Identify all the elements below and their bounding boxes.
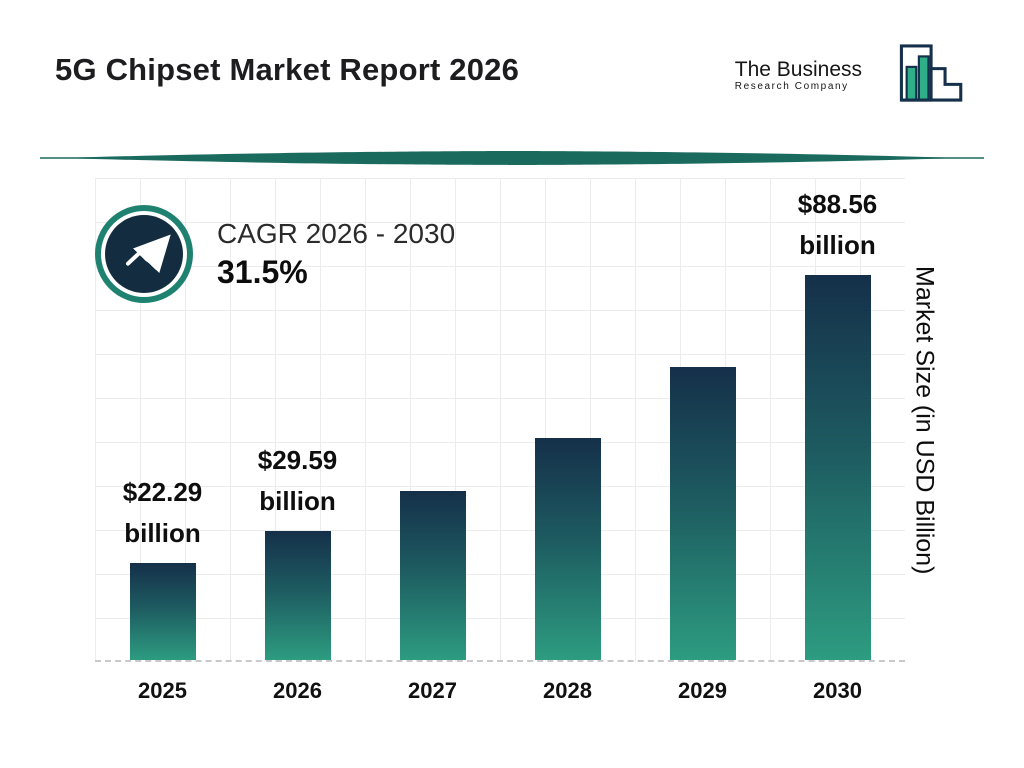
- x-axis-labels: 2025 2026 2027 2028 2029 2030: [95, 678, 905, 704]
- bar-column-2026: $29.59 billion: [230, 440, 365, 660]
- bar-2029: [669, 367, 736, 660]
- bar-column-2029: [635, 367, 770, 660]
- bar-columns: $22.29 billion $29.59 billion $88.56 billion: [95, 178, 905, 660]
- company-logo: The Business Research Company: [735, 40, 966, 111]
- bar-value-label-2026: $29.59 billion: [257, 445, 338, 516]
- bar-column-2030: $88.56 billion: [770, 184, 905, 660]
- x-tick-label-2027: 2027: [408, 678, 457, 703]
- x-tick-label-2026: 2026: [273, 678, 322, 703]
- bar-column-2027: [365, 491, 500, 660]
- logo-name: The Business: [734, 57, 862, 81]
- bar-2026: [264, 531, 331, 660]
- bar-value-label-2030: $88.56 billion: [797, 189, 878, 260]
- cagr-range-label: CAGR 2026 - 2030: [217, 217, 456, 249]
- cagr-text: CAGR 2026 - 2030 31.5%: [217, 218, 455, 291]
- x-tick-label-2029: 2029: [678, 678, 727, 703]
- x-tick-label-2028: 2028: [543, 678, 592, 703]
- cagr-value: 31.5%: [217, 253, 308, 290]
- bar-column-2028: [500, 438, 635, 660]
- bar-2027: [399, 491, 466, 660]
- cagr-badge: CAGR 2026 - 2030 31.5%: [95, 205, 455, 303]
- bar-2028: [534, 438, 601, 660]
- bar-2025: [129, 563, 196, 660]
- bar-2030: [804, 275, 871, 660]
- bar-value-label-2025: $22.29 billion: [122, 477, 203, 548]
- cagr-circle: [95, 205, 193, 303]
- logo-subname: Research Company: [734, 81, 849, 93]
- logo-text: The Business Research Company: [734, 57, 862, 93]
- bar-column-2025: $22.29 billion: [95, 472, 230, 660]
- x-tick-label-2030: 2030: [813, 678, 862, 703]
- logo-bars-icon: [870, 40, 966, 111]
- lens-divider: [40, 150, 984, 166]
- chart-plot-area: $22.29 billion $29.59 billion $88.56 billion: [95, 178, 905, 662]
- trend-arrow-icon: [105, 215, 183, 293]
- page-title: 5G Chipset Market Report 2026: [55, 52, 520, 87]
- x-tick-label-2025: 2025: [138, 678, 187, 703]
- y-axis-label: Market Size (in USD Billion): [910, 265, 939, 575]
